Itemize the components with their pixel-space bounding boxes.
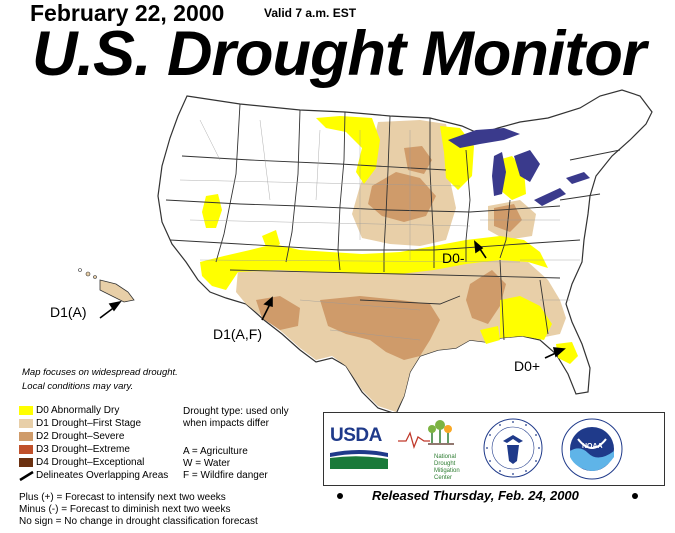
valid-time: Valid 7 a.m. EST xyxy=(264,6,357,20)
noaa-logo: NOAA xyxy=(560,417,624,481)
d0-region-southwest xyxy=(200,236,548,290)
bullet-dot-left xyxy=(337,493,343,499)
legend-item-d3: D3 Drought–Extreme xyxy=(19,444,130,455)
usda-logo: USDA xyxy=(330,425,388,469)
label-florida: D0+ xyxy=(514,358,541,374)
legend-item-d2: D2 Drought–Severe xyxy=(19,431,124,442)
map-date: February 22, 2000 xyxy=(30,0,225,26)
label-hawaii: D1(A) xyxy=(50,304,87,320)
note-line-1: Map focuses on widespread drought. xyxy=(22,367,178,378)
d0-region-florida xyxy=(556,342,578,364)
drought-type-line-2: when impacts differ xyxy=(183,418,269,429)
legend-item-d4: D4 Drought–Exceptional xyxy=(19,457,144,468)
bullet-dot-right xyxy=(632,493,638,499)
legend-label-d2: D2 Drought–Severe xyxy=(36,431,125,442)
page-title: U.S. Drought Monitor xyxy=(32,19,646,89)
label-southwest: D1(A,F) xyxy=(213,326,262,342)
label-midwest: D0- xyxy=(442,250,465,266)
code-agriculture: A = Agriculture xyxy=(183,446,248,457)
legend-swatch-d2 xyxy=(19,432,33,441)
legend-label-delineates: Delineates Overlapping Areas xyxy=(36,470,169,481)
d2-region-texas xyxy=(320,296,440,360)
legend-item-delineates: Delineates Overlapping Areas xyxy=(36,470,168,481)
ndmc-logo: National Drought Mitigation Center xyxy=(396,419,466,481)
legend-item-d1: D1 Drought–First Stage xyxy=(19,418,141,429)
legend-item-d0: D0 Abnormally Dry xyxy=(19,405,119,416)
map-arrows xyxy=(99,240,566,359)
legend-label-d3: D3 Drought–Extreme xyxy=(36,444,130,455)
legend-swatch-d1 xyxy=(19,419,33,428)
forecast-key: Plus (+) = Forecast to intensify next tw… xyxy=(19,492,258,528)
legend-label-d1: D1 Drought–First Stage xyxy=(36,418,142,429)
drought-type-note: Drought type: used only when impacts dif… xyxy=(183,406,323,430)
state-boundaries xyxy=(165,103,621,341)
d0-region-dakotas xyxy=(316,116,380,184)
release-date: Released Thursday, Feb. 24, 2000 xyxy=(372,488,579,503)
delineate-line-sample xyxy=(19,470,34,482)
legend-label-d4: D4 Drought–Exceptional xyxy=(36,457,145,468)
commerce-seal-logo xyxy=(482,417,544,479)
legend-swatch-d0 xyxy=(19,406,33,415)
d2-region-north xyxy=(404,146,432,174)
code-wildfire: F = Wildfire danger xyxy=(183,470,268,481)
forecast-none: No sign = No change in drought classific… xyxy=(19,516,258,527)
lake-erie xyxy=(534,188,566,206)
legend-label-d0: D0 Abnormally Dry xyxy=(36,405,120,416)
legend-swatch-d3 xyxy=(19,445,33,454)
agency-logos: USDA National Drought Mitigation Center xyxy=(323,412,665,486)
forecast-plus: Plus (+) = Forecast to intensify next tw… xyxy=(19,492,226,503)
forecast-minus: Minus (-) = Forecast to diminish next tw… xyxy=(19,504,231,515)
lake-superior xyxy=(448,128,520,148)
legend-swatch-d4 xyxy=(19,458,33,467)
lake-huron xyxy=(514,150,540,182)
code-water: W = Water xyxy=(183,458,231,469)
map-note: Map focuses on widespread drought. Local… xyxy=(22,366,178,394)
drought-type-line-1: Drought type: used only xyxy=(183,406,289,417)
d0-region-georgia xyxy=(500,296,552,340)
lake-ontario xyxy=(566,172,590,184)
d2-region-southeast xyxy=(466,270,506,324)
lake-michigan xyxy=(492,152,506,196)
note-line-2: Local conditions may vary. xyxy=(22,381,134,392)
county-lines xyxy=(179,119,580,341)
d1-region-hawaii xyxy=(99,279,135,303)
d0-region-southeast-strip xyxy=(480,326,500,344)
